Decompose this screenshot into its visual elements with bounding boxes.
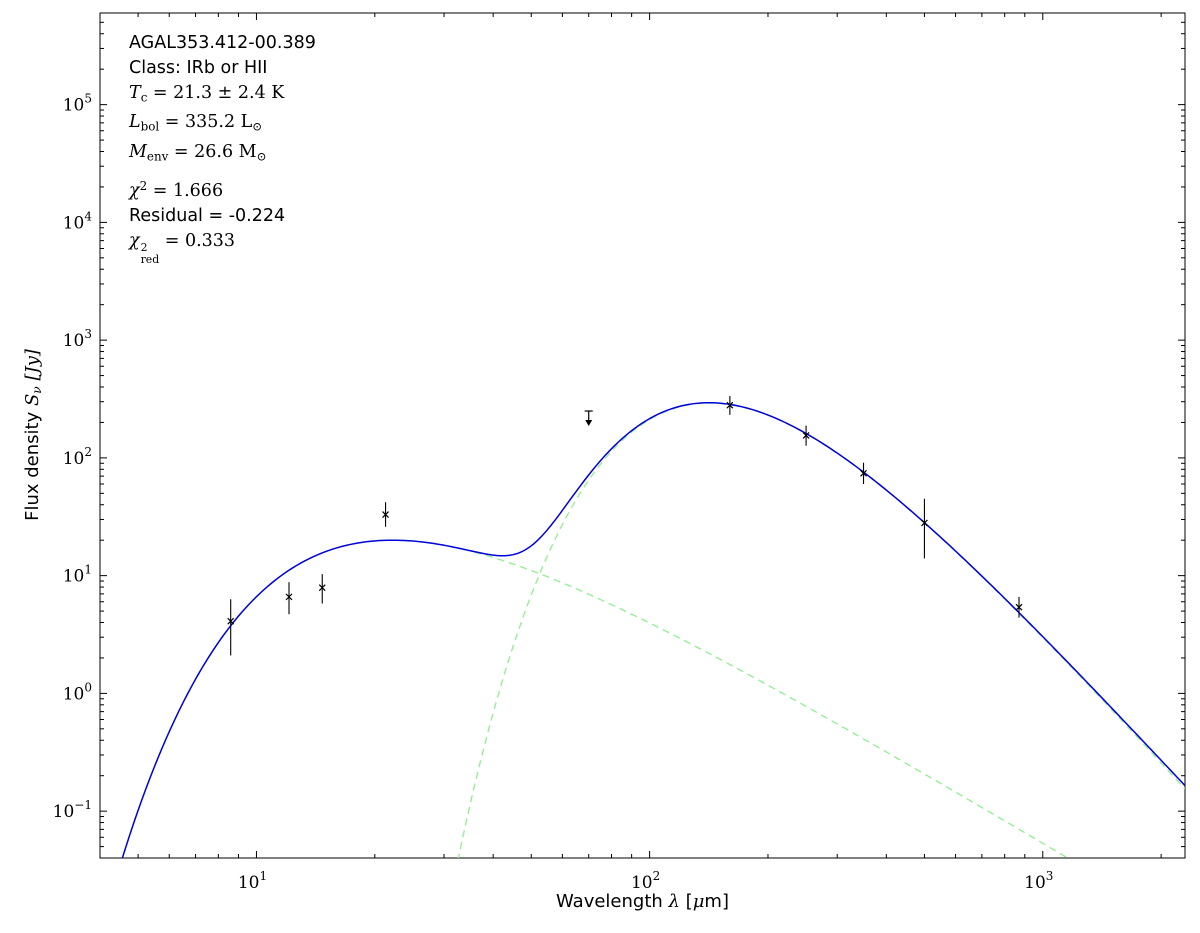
mass-env: Menv = 26.6 M⊙ bbox=[129, 141, 267, 163]
cold-component-curve bbox=[457, 402, 1185, 858]
temperature-cold: Tc = 21.3 ± 2.4 K bbox=[129, 83, 285, 105]
tick-label: 10−1 bbox=[53, 798, 92, 822]
chi-squared-reduced: χ 2 red = 0.333 bbox=[129, 230, 236, 266]
tick-label: 101 bbox=[238, 869, 267, 893]
tick-label: 103 bbox=[63, 327, 92, 351]
chi-squared: χ2 = 1.666 bbox=[129, 178, 224, 201]
data-point bbox=[921, 498, 928, 559]
tick-label: 102 bbox=[631, 869, 660, 893]
tick-label: 102 bbox=[63, 445, 92, 469]
data-points bbox=[227, 396, 1023, 656]
data-point bbox=[382, 502, 389, 527]
tick-label: 104 bbox=[63, 209, 93, 233]
fit-parameters-annotation: AGAL353.412-00.389 Class: IRb or HII Tc = … bbox=[129, 31, 316, 265]
residual: Residual = -0.224 bbox=[129, 205, 286, 226]
source-class: Class: IRb or HII bbox=[129, 58, 268, 78]
data-point bbox=[802, 425, 810, 446]
y-axis-label: Flux density Sν [Jy] bbox=[21, 349, 45, 521]
source-name: AGAL353.412-00.389 bbox=[129, 33, 316, 53]
luminosity-bol: Lbol = 335.2 L⊙ bbox=[129, 112, 263, 134]
model-curves bbox=[121, 401, 1185, 858]
data-point bbox=[860, 462, 867, 485]
tick-label: 103 bbox=[1024, 869, 1053, 893]
data-point bbox=[227, 599, 235, 656]
tick-label: 101 bbox=[63, 563, 92, 587]
data-point bbox=[1015, 596, 1023, 618]
plot-frame bbox=[99, 12, 1186, 859]
data-point bbox=[726, 396, 734, 415]
x-axis: 101 102 103 bbox=[137, 13, 1162, 893]
data-point bbox=[285, 582, 293, 615]
upper-limit-point bbox=[584, 410, 593, 427]
total-model-curve bbox=[121, 401, 1185, 858]
data-point bbox=[318, 574, 326, 604]
tick-label: 105 bbox=[63, 92, 92, 116]
x-axis-label: Wavelength λ [μm] bbox=[556, 891, 729, 912]
sup-sub-stack: 2 red bbox=[140, 241, 160, 266]
tick-label: 100 bbox=[63, 680, 92, 704]
